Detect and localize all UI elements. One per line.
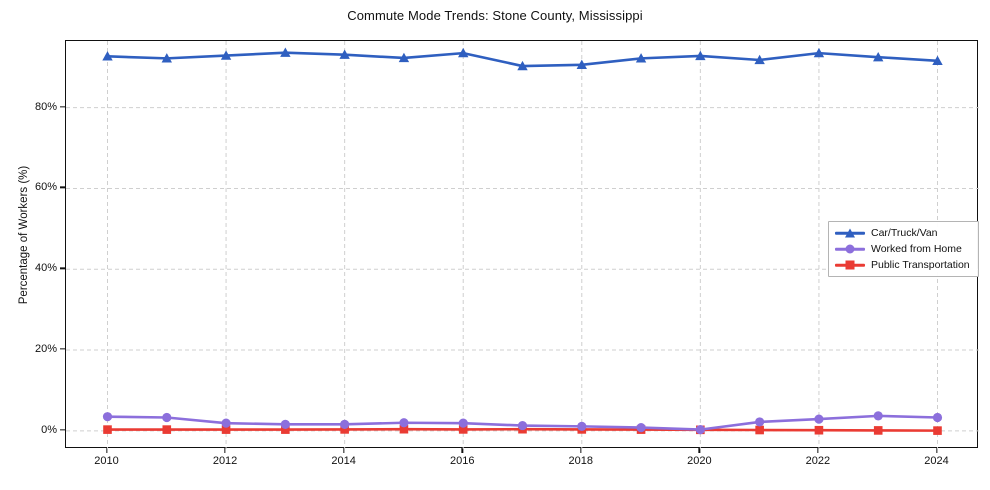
x-tick-label: 2016: [449, 455, 475, 467]
legend-swatch-circle-icon: [835, 243, 865, 255]
legend-item[interactable]: Car/Truck/Van: [835, 227, 970, 239]
x-tick-label: 2018: [568, 455, 594, 467]
chart-canvas: [66, 41, 979, 449]
y-tick-label: 60%: [34, 181, 57, 194]
x-tick-label: 2022: [805, 455, 831, 467]
legend-marker-square-icon: [845, 260, 855, 270]
legend-marker-circle-icon: [845, 244, 855, 254]
legend-label: Car/Truck/Van: [871, 226, 938, 239]
x-tick-label: 2012: [212, 455, 238, 467]
x-tick-label: 2020: [687, 455, 712, 467]
x-tick-label: 2014: [331, 455, 356, 467]
y-tick-label: 40%: [34, 262, 57, 275]
x-tick-label: 2024: [924, 455, 949, 467]
legend-marker-triangle-icon: [845, 228, 855, 238]
legend-item[interactable]: Public Transportation: [835, 259, 970, 271]
y-tick-label: 80%: [34, 100, 57, 113]
x-tick-label: 2010: [94, 455, 119, 467]
legend-label: Public Transportation: [871, 258, 970, 271]
legend-label: Worked from Home: [871, 242, 962, 255]
legend-swatch-triangle-icon: [835, 227, 865, 239]
y-tick-label: 0%: [41, 423, 57, 436]
y-tick-label: 20%: [34, 343, 57, 356]
chart-legend: Car/Truck/Van Worked from Home Public Tran…: [828, 221, 979, 277]
legend-swatch-square-icon: [835, 259, 865, 271]
chart-title: Commute Mode Trends: Stone County, Missi…: [347, 8, 643, 23]
plot-area: [65, 40, 979, 449]
legend-item[interactable]: Worked from Home: [835, 243, 970, 255]
y-axis-label: Percentage of Workers (%): [18, 165, 30, 304]
